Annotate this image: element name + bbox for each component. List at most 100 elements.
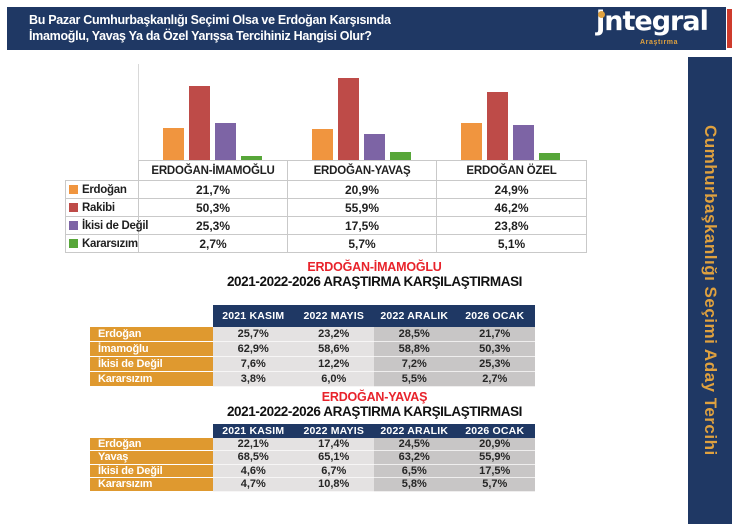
- legend-row: Rakibi 50,3% 55,9% 46,2%: [65, 198, 587, 217]
- bar-i-kisi-de-de-il: [513, 125, 534, 160]
- table-cell: 4,7%: [213, 478, 294, 492]
- table-row-label: Erdoğan: [90, 327, 213, 342]
- header-accent-strip: [727, 9, 732, 48]
- table-cell: 3,8%: [213, 372, 294, 387]
- legend-value-cell: 23,8%: [436, 216, 587, 235]
- table-title: ERDOĞAN-YAVAŞ: [321, 390, 428, 404]
- table-cell: 58,8%: [374, 342, 455, 357]
- table-cell: 20,9%: [454, 437, 535, 451]
- table-header-cell: 2021 KASIM: [213, 424, 294, 438]
- table-cell: 7,2%: [374, 357, 455, 372]
- legend-swatch-icon: [69, 202, 78, 212]
- table-cell: 28,5%: [374, 327, 455, 342]
- table-header-cell: 2022 ARALIK: [374, 305, 455, 327]
- table-cell: 6,0%: [293, 372, 374, 387]
- legend-table-body: ERDOĞAN-İMAMOĞLU ERDOĞAN-YAVAŞ ERDOĞAN ÖZE…: [65, 160, 587, 253]
- legend-value-cell: 5,1%: [436, 234, 587, 253]
- logo-wordmark: jntegral: [596, 6, 709, 37]
- logo-dot-icon: [598, 11, 605, 18]
- header-title-line2: İmamoğlu, Yavaş Ya da Özel Yarışsa Terci…: [29, 29, 372, 43]
- legend-value-cell: 5,7%: [287, 234, 437, 253]
- table-cell: 17,4%: [293, 437, 374, 451]
- legend-value-cell: 2,7%: [138, 234, 288, 253]
- table-row-label: Yavaş: [90, 451, 213, 465]
- bar-erdo-an: [461, 123, 482, 160]
- table-cell: 24,5%: [374, 437, 455, 451]
- table-cell: 5,7%: [454, 478, 535, 492]
- table-row: Erdoğan 22,1% 17,4% 24,5% 20,9%: [90, 437, 535, 451]
- table-cell: 6,5%: [374, 464, 455, 478]
- table-row-label: Kararsızım: [90, 372, 213, 387]
- chart-axis-line: [138, 64, 139, 160]
- legend-header-row: ERDOĞAN-İMAMOĞLU ERDOĞAN-YAVAŞ ERDOĞAN ÖZE…: [66, 160, 587, 181]
- legend-swatch-icon: [69, 220, 78, 230]
- table-cell: 23,2%: [293, 327, 374, 342]
- legend-value-cell: 21,7%: [138, 180, 288, 199]
- table-cell: 25,3%: [454, 357, 535, 372]
- table-grid: 2021 KASIM 2022 MAYIS 2022 ARALIK 2026 OCAK…: [90, 424, 535, 492]
- legend-label-cell: Rakibi: [65, 198, 139, 217]
- legend-row: Kararsızım 2,7% 5,7% 5,1%: [65, 234, 587, 253]
- chart-group-1: [138, 62, 287, 160]
- table-header-cell: 2022 MAYIS: [293, 424, 374, 438]
- legend-value-cell: 17,5%: [287, 216, 437, 235]
- table-header-spacer: [90, 424, 213, 438]
- table-subtitle: 2021-2022-2026 ARAŞTIRMA KARŞILAŞTIRMASI: [226, 404, 523, 419]
- bar-karars-z-m: [539, 153, 560, 160]
- comparison-table-1: ERDOĞAN-İMAMOĞLU 2021-2022-2026 ARAŞTIRM…: [90, 260, 536, 387]
- table-row: Kararsızım 4,7% 10,8% 5,8% 5,7%: [90, 478, 535, 492]
- table-cell: 4,6%: [213, 464, 294, 478]
- integral-logo: jntegral Araştırma: [596, 7, 716, 47]
- table-cell: 68,5%: [213, 451, 294, 465]
- table-row: Kararsızım 3,8% 6,0% 5,5% 2,7%: [90, 372, 535, 387]
- chart-group-2: [287, 62, 436, 160]
- legend-swatch-icon: [69, 238, 78, 248]
- bar-rakibi: [487, 92, 508, 160]
- header-title-line1: Bu Pazar Cumhurbaşkanlığı Seçimi Olsa ve…: [29, 13, 391, 27]
- legend-value-cell: 25,3%: [138, 216, 288, 235]
- table-header-cell: 2026 OCAK: [454, 424, 535, 438]
- legend-corner-cell: [66, 161, 139, 181]
- table-header-row: 2021 KASIM 2022 MAYIS 2022 ARALIK 2026 OCAK: [90, 424, 535, 438]
- table-header-row: 2021 KASIM 2022 MAYIS 2022 ARALIK 2026 OCAK: [90, 305, 535, 327]
- table-row-label: İmamoğlu: [90, 342, 213, 357]
- table-row-label: İkisi de Değil: [90, 357, 213, 372]
- table-header-cell: 2026 OCAK: [454, 305, 535, 327]
- legend-value-cell: 50,3%: [138, 198, 288, 217]
- table-cell: 25,7%: [213, 327, 294, 342]
- legend-swatch-icon: [69, 184, 78, 194]
- table-cell: 50,3%: [454, 342, 535, 357]
- legend-table: ERDOĞAN-İMAMOĞLU ERDOĞAN-YAVAŞ ERDOĞAN ÖZE…: [65, 160, 587, 253]
- bar-chart: [65, 62, 585, 160]
- table-cell: 2,7%: [454, 372, 535, 387]
- table-cell: 65,1%: [293, 451, 374, 465]
- header-bar: Bu Pazar Cumhurbaşkanlığı Seçimi Olsa ve…: [7, 7, 726, 50]
- table-header-cell: 2022 MAYIS: [293, 305, 374, 327]
- bar-erdo-an: [312, 129, 333, 160]
- table-cell: 6,7%: [293, 464, 374, 478]
- table-cell: 10,8%: [293, 478, 374, 492]
- table-cell: 62,9%: [213, 342, 294, 357]
- table-cell: 5,5%: [374, 372, 455, 387]
- table-grid: 2021 KASIM 2022 MAYIS 2022 ARALIK 2026 OCAK…: [90, 305, 535, 387]
- table-title: ERDOĞAN-İMAMOĞLU: [307, 260, 442, 274]
- legend-col-header: ERDOĞAN ÖZEL: [436, 160, 587, 181]
- table-header-cell: 2021 KASIM: [213, 305, 294, 327]
- legend-label-cell: Kararsızım: [65, 234, 139, 253]
- table-cell: 7,6%: [213, 357, 294, 372]
- table-header-spacer: [90, 305, 213, 327]
- table-cell: 58,6%: [293, 342, 374, 357]
- legend-col-header: ERDOĞAN-İMAMOĞLU: [138, 160, 288, 181]
- bar-erdo-an: [163, 128, 184, 160]
- table-row: Yavaş 68,5% 65,1% 63,2% 55,9%: [90, 451, 535, 465]
- table-row-label: Erdoğan: [90, 437, 213, 451]
- right-sidebar: Cumhurbaşkanlığı Seçimi Aday Tercihi: [688, 57, 732, 524]
- table-subtitle: 2021-2022-2026 ARAŞTIRMA KARŞILAŞTIRMASI: [226, 274, 523, 289]
- bar-i-kisi-de-de-il: [215, 123, 236, 160]
- bar-rakibi: [338, 78, 359, 160]
- table-cell: 5,8%: [374, 478, 455, 492]
- bar-karars-z-m: [390, 152, 411, 160]
- table-cell: 63,2%: [374, 451, 455, 465]
- legend-value-cell: 46,2%: [436, 198, 587, 217]
